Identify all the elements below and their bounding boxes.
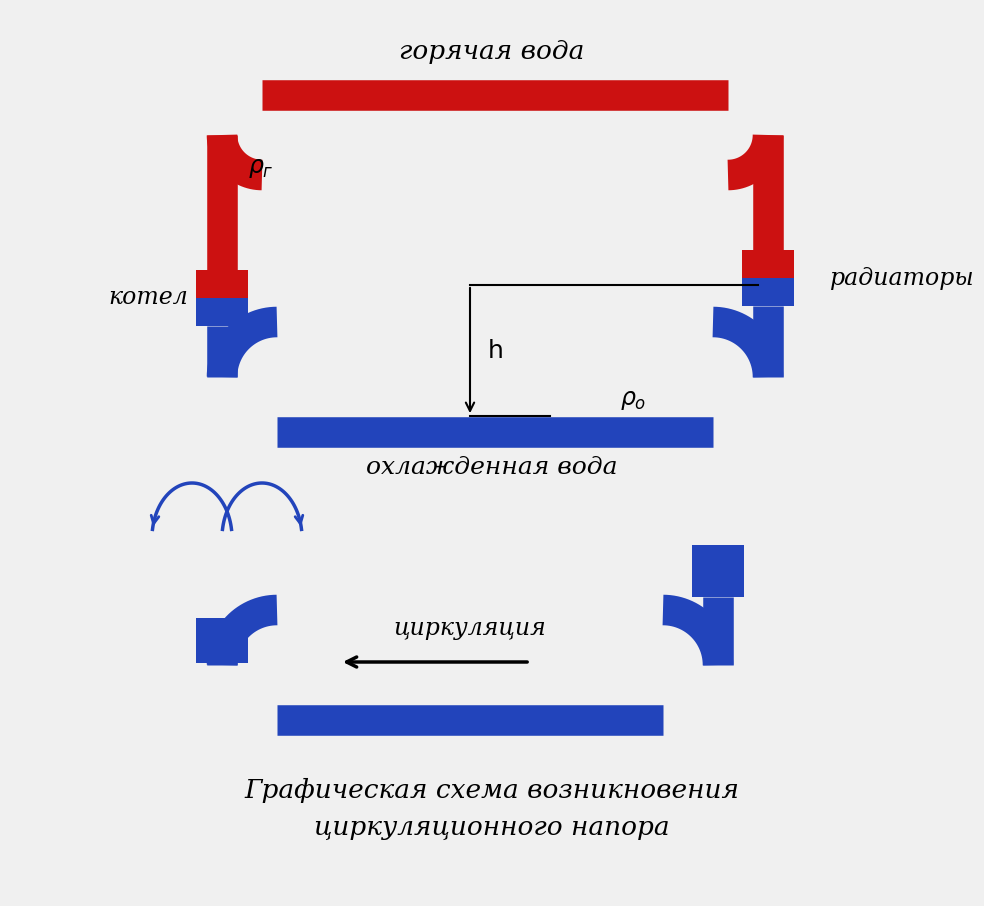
Bar xyxy=(692,545,744,597)
Text: котел: котел xyxy=(108,286,188,310)
Text: циркуляционного напора: циркуляционного напора xyxy=(314,815,670,841)
Bar xyxy=(742,250,794,278)
Bar xyxy=(742,278,794,306)
Text: $\rho_г$: $\rho_г$ xyxy=(248,156,274,180)
Bar xyxy=(196,618,248,663)
Bar xyxy=(196,298,248,326)
Text: циркуляция: циркуляция xyxy=(394,616,546,640)
Text: $\rho_о$: $\rho_о$ xyxy=(620,388,646,412)
Bar xyxy=(196,270,248,298)
Text: Графическая схема возникновения: Графическая схема возникновения xyxy=(244,777,740,803)
Text: горячая вода: горячая вода xyxy=(400,40,584,64)
Text: охлажденная вода: охлажденная вода xyxy=(366,457,618,479)
Text: радиаторы: радиаторы xyxy=(830,266,974,290)
Text: h: h xyxy=(488,339,504,362)
